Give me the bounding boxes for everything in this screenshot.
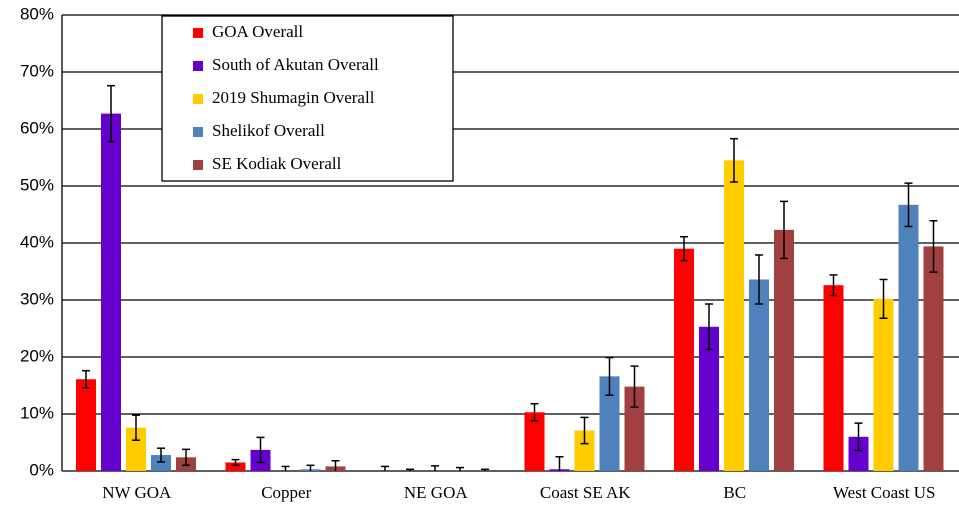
- x-tick-label: Copper: [261, 483, 311, 502]
- bar: [599, 376, 620, 471]
- bar: [76, 379, 96, 471]
- x-tick-label: West Coast US: [833, 483, 936, 502]
- error-bar: [157, 447, 165, 463]
- y-tick-label: 20%: [20, 346, 54, 365]
- bar: [524, 412, 545, 471]
- bar: [101, 113, 121, 471]
- error-bar: [755, 254, 763, 305]
- legend-label: SE Kodiak Overall: [212, 154, 342, 173]
- error-bar: [231, 458, 240, 467]
- bar: [724, 160, 744, 471]
- legend-swatch: [193, 127, 203, 137]
- bar: [624, 386, 645, 471]
- error-bar: [854, 422, 863, 452]
- legend: GOA Overall South of Akutan Overall 2019 S…: [161, 15, 454, 182]
- error-bar: [555, 456, 564, 471]
- error-bar: [780, 200, 788, 260]
- legend-label: Shelikof Overall: [212, 121, 325, 140]
- x-tick-label: Coast SE AK: [540, 483, 631, 502]
- error-bar: [381, 465, 389, 471]
- legend-swatch: [193, 61, 203, 71]
- error-bar: [107, 84, 115, 143]
- error-bar: [705, 303, 713, 351]
- bar: [151, 455, 171, 471]
- bar: [898, 204, 919, 471]
- legend-label: 2019 Shumagin Overall: [212, 88, 375, 107]
- error-bar: [929, 220, 938, 273]
- legend-label: South of Akutan Overall: [212, 55, 379, 74]
- y-tick-label: 60%: [20, 118, 54, 137]
- bar: [823, 285, 844, 471]
- error-bar: [481, 468, 489, 471]
- error-bar: [256, 436, 265, 464]
- y-tick-label: 80%: [20, 4, 54, 23]
- error-bar: [182, 448, 190, 467]
- bar: [873, 298, 894, 471]
- legend-swatch: [193, 28, 203, 38]
- error-bar: [680, 235, 688, 262]
- bar: [674, 248, 694, 471]
- bar: [574, 430, 595, 471]
- bar: [923, 246, 944, 471]
- x-tick-label: BC: [723, 483, 746, 502]
- legend-swatch: [193, 94, 203, 104]
- bar: [749, 279, 769, 471]
- bars: [76, 84, 944, 471]
- bar: [699, 326, 719, 471]
- error-bar: [82, 369, 90, 389]
- error-bar: [879, 278, 888, 319]
- legend-box: [161, 15, 454, 182]
- y-tick-label: 30%: [20, 289, 54, 308]
- error-bar: [904, 182, 913, 228]
- error-bar: [456, 466, 464, 471]
- error-bar: [730, 137, 738, 183]
- y-tick-label: 0%: [29, 460, 54, 479]
- error-bar: [406, 468, 414, 471]
- bar: [848, 436, 869, 471]
- bar: [225, 462, 246, 471]
- error-bar: [331, 459, 340, 471]
- legend-label: GOA Overall: [212, 22, 303, 41]
- error-bar: [580, 416, 589, 445]
- error-bar: [829, 274, 838, 297]
- error-bar: [132, 414, 140, 441]
- error-bar: [530, 402, 539, 422]
- error-bar: [306, 464, 315, 471]
- bar: [774, 229, 794, 471]
- error-bar: [605, 356, 614, 396]
- x-tick-label: NW GOA: [102, 483, 172, 502]
- y-tick-label: 50%: [20, 175, 54, 194]
- error-bar: [630, 365, 639, 408]
- bar: [126, 427, 146, 471]
- y-tick-label: 70%: [20, 61, 54, 80]
- y-tick-label: 40%: [20, 232, 54, 251]
- y-tick-label: 10%: [20, 403, 54, 422]
- error-bar: [431, 465, 439, 471]
- error-bar: [281, 465, 290, 471]
- x-tick-label: NE GOA: [404, 483, 468, 502]
- legend-swatch: [193, 160, 203, 170]
